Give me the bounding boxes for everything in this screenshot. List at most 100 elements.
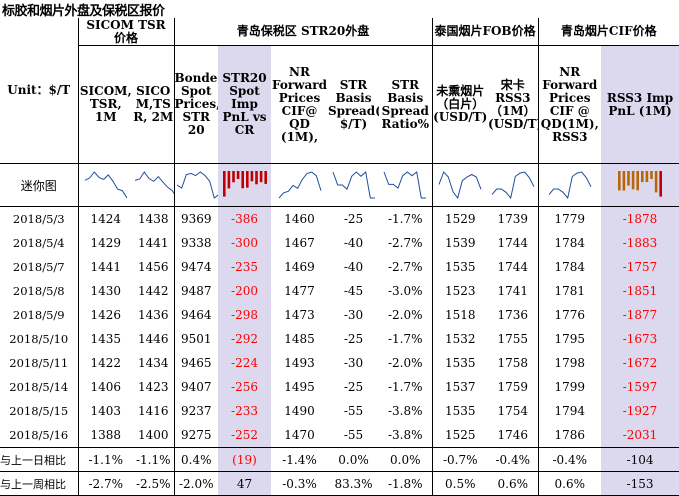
- row-date: 2018/5/16: [0, 423, 79, 448]
- row-date: 2018/5/15: [0, 399, 79, 423]
- change-cell: 0.5%: [432, 471, 489, 496]
- col-header: 未熏烟片（白片）(USD/T): [433, 84, 488, 124]
- table-cell: 1434: [133, 351, 175, 375]
- table-cell: 1741: [488, 279, 539, 303]
- row-date: 2018/5/10: [0, 327, 79, 351]
- table-cell: 9275: [180, 428, 212, 442]
- row-date: 2018/5/11: [0, 351, 79, 375]
- group-cif: 青岛烟片CIF价格: [538, 18, 679, 46]
- sparkline-cell: [133, 163, 175, 207]
- sparkline-bar: [259, 171, 262, 183]
- table-cell: 1406: [90, 380, 122, 394]
- sparkline-bar: [263, 171, 267, 184]
- table-cell: 1470: [284, 428, 315, 442]
- table-cell: -235: [218, 255, 271, 279]
- change-cell: -1.4%: [271, 447, 328, 472]
- table-cell: -1.7%: [379, 327, 433, 351]
- sparkline-line: [278, 171, 321, 199]
- table-cell: 9464: [180, 308, 212, 322]
- table-cell: -1877: [601, 303, 679, 327]
- table-cell: -25: [343, 212, 364, 226]
- table-cell: 1400: [133, 423, 175, 448]
- sparkline-cell: [174, 163, 218, 207]
- price-table: Unit：$/T SICOM TSR 价格 青岛保税区 STR20外盘 泰国烟片…: [0, 18, 679, 496]
- table-cell: -40: [343, 236, 364, 250]
- table-cell: -45: [343, 284, 364, 298]
- table-cell: 1435: [90, 332, 122, 346]
- sparkline-cell: [379, 163, 433, 207]
- table-cell: 1460: [284, 212, 315, 226]
- table-cell: 1786: [554, 428, 586, 442]
- table-cell: 1795: [554, 332, 586, 346]
- change-cell: -2.5%: [133, 471, 175, 496]
- table-cell: 1535: [444, 356, 476, 370]
- sparkline-line: [176, 171, 218, 199]
- table-cell: 9487: [180, 284, 212, 298]
- table-cell: 1467: [284, 236, 315, 250]
- sparkline-bar: [659, 171, 663, 197]
- change-cell: -1.1%: [78, 447, 133, 472]
- table-cell: 1758: [488, 351, 539, 375]
- sparkline: [332, 171, 375, 199]
- table-cell: -292: [218, 327, 271, 351]
- sparkline-bar: [618, 171, 621, 191]
- col-header: STR Basis Spread( $/T): [328, 77, 379, 131]
- change-cell: -0.7%: [432, 447, 489, 472]
- change-cell: -2.7%: [78, 471, 133, 496]
- table-row: 2018/5/14 1406 1423 9407 -256 1495 -25 -1.7% 153…: [0, 375, 679, 399]
- table-cell: -256: [218, 375, 271, 399]
- table-cell: 1441: [90, 260, 122, 274]
- table-row: 2018/5/7 1441 1456 9474 -235 1469 -40 -2.7% 1535…: [0, 255, 679, 279]
- table-cell: -1927: [601, 399, 679, 423]
- page-title: 标胶和烟片外盘及保税区报价: [2, 4, 165, 19]
- sparkline-bar: [236, 171, 239, 179]
- table-cell: -3.8%: [379, 423, 433, 448]
- sparkline-bar: [222, 171, 226, 197]
- row-date: 2018/5/3: [0, 206, 79, 231]
- table-cell: 1456: [133, 255, 175, 279]
- table-cell: -386: [218, 206, 271, 231]
- table-cell: 1424: [90, 212, 122, 226]
- table-cell: 1416: [133, 399, 175, 423]
- change-label: 与上一日相比: [0, 447, 79, 472]
- sparkline-bar: [641, 171, 644, 183]
- change-cell: 0.6%: [488, 471, 539, 496]
- table-cell: 1442: [133, 279, 175, 303]
- table-cell: -224: [218, 351, 271, 375]
- table-cell: 9338: [180, 236, 212, 250]
- row-date: 2018/5/7: [0, 255, 79, 279]
- col-header: STR Basis Spread Ratio%: [379, 45, 433, 164]
- table-cell: -300: [218, 231, 271, 255]
- sparkline-bar: [250, 171, 253, 182]
- sparkline-bar: [231, 171, 235, 183]
- table-cell: -2.7%: [379, 255, 433, 279]
- table-cell: 1523: [444, 284, 476, 298]
- table-cell: 1535: [444, 404, 476, 418]
- sparkline-bar: [645, 171, 649, 183]
- sparkline-bar: [636, 171, 640, 191]
- table-cell: 1438: [133, 206, 175, 231]
- table-cell: -1.7%: [379, 375, 433, 399]
- table-row: 2018/5/4 1429 1441 9338 -300 1467 -40 -2.7% 1539…: [0, 231, 679, 255]
- sparkline-cell: [218, 163, 271, 207]
- table-cell: 1493: [284, 356, 315, 370]
- table-cell: 1422: [90, 356, 122, 370]
- sparkline: [491, 171, 535, 200]
- table-cell: 1430: [90, 284, 122, 298]
- table-cell: -55: [343, 428, 364, 442]
- table-cell: 1446: [133, 327, 175, 351]
- sparkline-cell: [328, 163, 379, 207]
- table-cell: 1755: [488, 327, 539, 351]
- sparkline-line: [84, 171, 128, 199]
- group-sicom: SICOM TSR 价格: [78, 18, 175, 46]
- table-cell: 1485: [284, 332, 315, 346]
- sparkline-bar: [240, 171, 244, 189]
- table-cell: -30: [343, 356, 364, 370]
- table-row: 2018/5/11 1422 1434 9465 -224 1493 -30 -2.0% 153…: [0, 351, 679, 375]
- change-cell: 0.0%: [328, 447, 379, 472]
- table-cell: -3.0%: [379, 279, 433, 303]
- table-cell: -30: [343, 308, 364, 322]
- sparkline-bar: [254, 171, 258, 185]
- sparkline-line: [332, 171, 375, 199]
- table-cell: 1441: [133, 231, 175, 255]
